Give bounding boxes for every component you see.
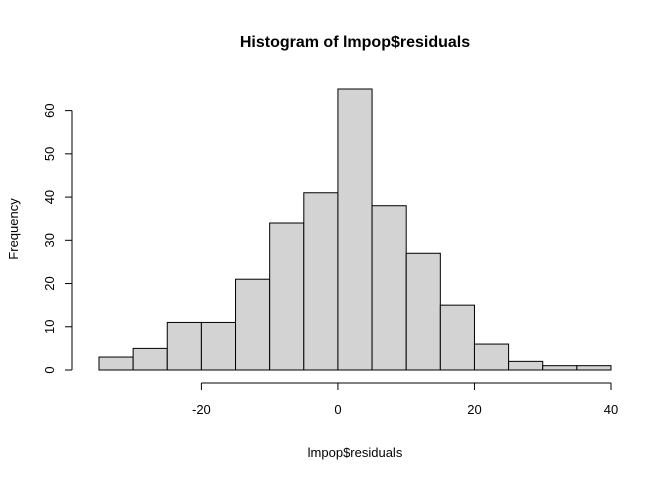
chart-title: Histogram of lmpop$residuals (240, 34, 470, 51)
x-tick-label-3: 40 (604, 402, 618, 417)
histogram-bar-12 (508, 360, 544, 371)
x-axis: -20 0 20 40 (192, 382, 618, 417)
x-tick-label-0: -20 (192, 402, 211, 417)
y-tick-label-5: 50 (42, 147, 57, 161)
y-tick-label-6: 60 (42, 103, 57, 117)
histogram-bar-3 (200, 321, 237, 371)
bars-group (98, 88, 612, 371)
histogram-bar-9 (405, 252, 441, 371)
x-axis-label: lmpop$residuals (308, 445, 403, 460)
histogram-bar-6 (303, 192, 339, 371)
histogram-bar-5 (269, 222, 305, 371)
histogram-bar-0 (98, 356, 134, 371)
y-tick-label-1: 10 (42, 320, 57, 334)
y-axis: 0 10 20 30 40 50 60 (42, 103, 73, 374)
histogram-bar-13 (542, 365, 578, 371)
histogram-bar-4 (235, 278, 271, 371)
y-tick-label-2: 20 (42, 276, 57, 290)
histogram-bar-10 (439, 304, 475, 371)
y-tick-label-4: 40 (42, 190, 57, 204)
histogram-bar-8 (371, 205, 407, 371)
histogram-bar-14 (576, 365, 612, 371)
x-tick-label-2: 20 (467, 402, 481, 417)
histogram-bar-11 (473, 343, 510, 371)
y-tick-label-3: 30 (42, 233, 57, 247)
y-axis-label: Frequency (6, 198, 21, 260)
histogram-bar-1 (132, 347, 168, 371)
histogram-bar-2 (166, 321, 202, 371)
histogram-bar-7 (337, 88, 373, 371)
x-tick-label-1: 0 (334, 402, 341, 417)
y-tick-label-0: 0 (42, 366, 57, 373)
